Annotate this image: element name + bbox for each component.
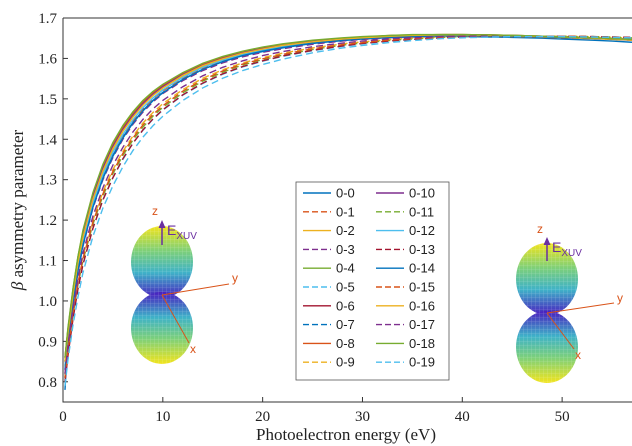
x-axis-letter: x	[190, 342, 196, 356]
legend-label: 0-18	[409, 336, 435, 351]
plot-frame	[62, 17, 632, 403]
legend-label: 0-10	[409, 186, 435, 201]
legend: 0-0 0-1 0-2 0-3 0-4 0-5 0-6 0-7 0-8 0-9 0-10 0-11 0-…	[295, 181, 450, 381]
y-tick-label: 0.8	[38, 375, 57, 391]
x-tick-label: 50	[555, 409, 570, 425]
x-tick-label: 30	[355, 409, 370, 425]
y-axis-line	[161, 283, 230, 296]
z-axis-letter: z	[537, 222, 543, 236]
legend-label: 0-1	[336, 204, 355, 219]
x-tick-label: 20	[255, 409, 270, 425]
legend-label: 0-14	[409, 261, 435, 276]
x-axis-line	[161, 294, 190, 344]
legend-label: 0-12	[409, 223, 435, 238]
legend-label: 0-2	[336, 223, 355, 238]
x-tick-label: 40	[455, 409, 470, 425]
tick-labels: 0 10 20 30 40 50 0.8 0.9 1.0 1.1 1.2 1.3 1.4 1.5 1.6 1.…	[38, 11, 569, 425]
y-tick-label: 1.3	[38, 173, 57, 189]
field-label-main: E	[552, 239, 561, 255]
x-axis-label: Photoelectron energy (eV)	[256, 425, 436, 444]
y-tick-label: 0.9	[38, 334, 57, 350]
y-axis-label-symbol: β	[8, 281, 27, 291]
legend-label: 0-9	[336, 355, 355, 370]
inset-dipole-left: z EXUV y x	[131, 204, 238, 364]
y-axis-letter: y	[617, 291, 623, 305]
y-tick-label: 1.2	[38, 213, 57, 229]
field-label-sub: XUV	[561, 248, 582, 259]
field-arrow-icon	[543, 237, 551, 245]
y-tick-label: 1.0	[38, 294, 57, 310]
series-line-0-18	[64, 33, 632, 358]
x-axis-line	[546, 312, 575, 350]
y-axis-label: β asymmetry parameter	[8, 129, 27, 291]
legend-box	[295, 181, 450, 381]
legend-label: 0-8	[336, 336, 355, 351]
legend-label: 0-13	[409, 242, 435, 257]
y-tick-label: 1.7	[38, 11, 57, 27]
field-label-sub: XUV	[176, 231, 197, 242]
y-tick-label: 1.1	[38, 254, 57, 270]
legend-label: 0-6	[336, 298, 355, 313]
field-label: EXUV	[552, 239, 582, 259]
y-axis-line	[546, 302, 615, 314]
x-axis-letter: x	[575, 348, 581, 362]
legend-label: 0-15	[409, 280, 435, 295]
legend-label: 0-5	[336, 280, 355, 295]
series-line-0-19	[64, 35, 632, 386]
legend-label: 0-17	[409, 317, 435, 332]
legend-label: 0-3	[336, 242, 355, 257]
y-axis-letter: y	[232, 271, 238, 285]
legend-label: 0-19	[409, 355, 435, 370]
legend-label: 0-7	[336, 317, 355, 332]
y-axis-label-text: asymmetry parameter	[8, 129, 27, 277]
legend-label: 0-16	[409, 298, 435, 313]
legend-label: 0-0	[336, 186, 355, 201]
series-lines	[64, 33, 632, 390]
y-tick-label: 1.4	[38, 132, 57, 148]
z-axis-letter: z	[152, 204, 158, 218]
field-label-main: E	[167, 222, 176, 238]
x-tick-label: 0	[59, 409, 67, 425]
legend-label: 0-4	[336, 261, 355, 276]
field-label: EXUV	[167, 222, 197, 242]
field-arrow-icon	[158, 220, 166, 228]
x-tick-label: 10	[155, 409, 170, 425]
y-tick-label: 1.5	[38, 92, 57, 108]
legend-label: 0-11	[409, 204, 434, 219]
inset-dipole-right: z EXUV y x	[516, 222, 623, 383]
tick-marks	[62, 17, 563, 402]
y-tick-label: 1.6	[38, 51, 57, 67]
